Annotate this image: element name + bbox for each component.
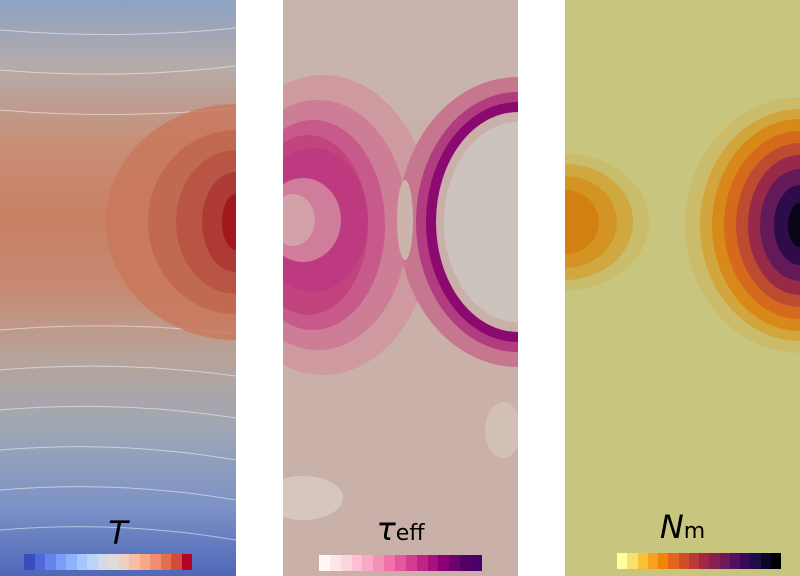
effective-stress-colorbar-swatch bbox=[373, 555, 385, 571]
melt-number-colorbar-swatch bbox=[740, 553, 751, 569]
temperature-colorbar-swatch bbox=[118, 554, 129, 570]
temperature-colorbar-swatch bbox=[76, 554, 87, 570]
temperature-colorbar-swatch bbox=[171, 554, 182, 570]
melt-number-symbol: N bbox=[659, 508, 684, 546]
effective-stress-colorbar-swatch bbox=[395, 555, 406, 571]
temperature-colorbar-swatch bbox=[139, 554, 150, 570]
melt-number-colorbar-swatch bbox=[760, 553, 771, 569]
effective-stress-colorbar-swatch bbox=[384, 555, 396, 571]
effective-stress-colorbar-swatch bbox=[351, 555, 363, 571]
effective-stress-colorbar-swatch bbox=[449, 555, 461, 571]
effective-stress-colorbar-swatch bbox=[405, 555, 417, 571]
effective-stress-label: τeff bbox=[283, 510, 518, 548]
temperature-colorbar-swatch bbox=[24, 554, 35, 570]
effective-stress-colorbar-swatch bbox=[438, 555, 450, 571]
effective-stress-colorbar-swatch bbox=[319, 555, 330, 571]
effective-stress-panel: τeff bbox=[283, 0, 518, 576]
temperature-colorbar-swatch bbox=[55, 554, 66, 570]
temperature-colorbar-swatch bbox=[34, 554, 45, 570]
temperature-colorbar-swatch bbox=[66, 554, 77, 570]
temperature-colorbar-swatch bbox=[87, 554, 98, 570]
melt-number-subscript: m bbox=[683, 519, 706, 544]
temperature-colorbar-swatch bbox=[108, 554, 119, 570]
temperature-field bbox=[0, 0, 236, 576]
melt-number-label: Nm bbox=[565, 508, 800, 546]
temperature-colorbar-swatch bbox=[129, 554, 140, 570]
effective-stress-field bbox=[283, 0, 518, 576]
effective-stress-colorbar-swatch bbox=[416, 555, 428, 571]
temperature-colorbar-swatch bbox=[45, 554, 56, 570]
temperature-colorbar-swatch bbox=[160, 554, 171, 570]
effective-stress-colorbar-swatch bbox=[362, 555, 374, 571]
effective-stress-colorbar bbox=[319, 555, 482, 571]
melt-number-colorbar-swatch bbox=[678, 553, 689, 569]
melt-number-colorbar-swatch bbox=[668, 553, 679, 569]
temperature-label: T bbox=[0, 514, 236, 552]
melt-number-colorbar-swatch bbox=[719, 553, 730, 569]
melt-number-colorbar-swatch bbox=[617, 553, 628, 569]
melt-number-colorbar-swatch bbox=[688, 553, 699, 569]
effective-stress-colorbar-swatch bbox=[427, 555, 439, 571]
melt-number-panel: Nm bbox=[565, 0, 800, 576]
temperature-colorbar-swatch bbox=[181, 554, 192, 570]
melt-number-colorbar-swatch bbox=[750, 553, 761, 569]
melt-number-colorbar-swatch bbox=[699, 553, 710, 569]
effective-stress-symbol: τ bbox=[376, 510, 396, 548]
temperature-colorbar bbox=[24, 554, 192, 570]
melt-number-colorbar-swatch bbox=[770, 553, 781, 569]
melt-number-colorbar-swatch bbox=[627, 553, 638, 569]
melt-number-colorbar-swatch bbox=[729, 553, 740, 569]
melt-number-colorbar-swatch bbox=[709, 553, 720, 569]
effective-stress-colorbar-swatch bbox=[329, 555, 341, 571]
temperature-symbol: T bbox=[108, 514, 128, 552]
temperature-colorbar-swatch bbox=[150, 554, 161, 570]
effective-stress-subscript: eff bbox=[395, 521, 425, 546]
melt-number-colorbar-swatch bbox=[637, 553, 648, 569]
melt-number-colorbar-swatch bbox=[658, 553, 669, 569]
melt-number-colorbar-swatch bbox=[647, 553, 658, 569]
melt-number-field bbox=[565, 0, 800, 576]
effective-stress-colorbar-swatch bbox=[460, 555, 472, 571]
effective-stress-colorbar-swatch bbox=[471, 555, 482, 571]
temperature-panel: T bbox=[0, 0, 236, 576]
effective-stress-colorbar-swatch bbox=[340, 555, 352, 571]
temperature-colorbar-swatch bbox=[97, 554, 108, 570]
melt-number-colorbar bbox=[617, 553, 781, 569]
